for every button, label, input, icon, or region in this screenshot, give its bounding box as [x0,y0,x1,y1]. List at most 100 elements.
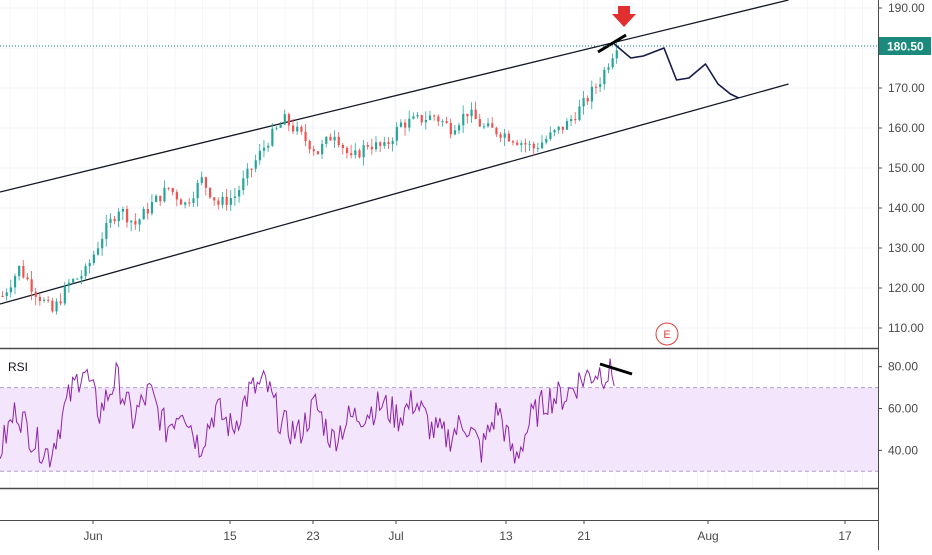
candle[interactable] [238,185,241,203]
candle[interactable] [96,241,100,256]
candle[interactable] [379,141,382,153]
candle[interactable] [370,138,374,155]
candle[interactable] [142,206,145,220]
candle[interactable] [449,118,452,139]
candle[interactable] [76,277,79,280]
candle[interactable] [175,189,178,207]
candle[interactable] [366,142,369,150]
candle[interactable] [204,176,208,196]
candle[interactable] [404,119,407,136]
candle[interactable] [109,213,112,228]
candle[interactable] [561,126,564,134]
candle[interactable] [495,126,498,138]
candle[interactable] [341,142,344,155]
candle[interactable] [499,132,502,143]
candle[interactable] [578,99,581,121]
candle[interactable] [362,139,365,166]
candle[interactable] [192,191,195,207]
candle[interactable] [51,297,54,313]
candle[interactable] [433,114,436,121]
candle[interactable] [213,197,216,206]
candle[interactable] [250,168,253,178]
candle[interactable] [271,122,274,148]
candle[interactable] [130,219,133,232]
candle[interactable] [511,139,515,146]
candle[interactable] [34,287,37,306]
candle[interactable] [59,293,62,306]
candle[interactable] [121,206,125,221]
candle[interactable] [603,66,606,90]
candle[interactable] [520,140,523,153]
candle[interactable] [375,136,378,152]
candle[interactable] [611,53,614,70]
candle[interactable] [399,119,403,128]
candle[interactable] [428,110,432,121]
candle[interactable] [462,105,465,133]
candle[interactable] [441,119,444,127]
candle[interactable] [321,139,324,160]
candle[interactable] [383,136,386,149]
candle[interactable] [557,126,560,134]
candle[interactable] [345,145,349,159]
candle[interactable] [84,263,87,280]
candle[interactable] [287,112,291,132]
candle[interactable] [38,293,42,306]
candle[interactable] [420,114,423,126]
candle[interactable] [574,112,577,124]
candle[interactable] [312,145,315,156]
candle[interactable] [565,118,569,131]
candle[interactable] [387,137,390,150]
candle[interactable] [200,171,203,186]
candle[interactable] [101,232,104,256]
candle[interactable] [333,130,336,149]
candlesticks[interactable] [1,41,618,315]
candle[interactable] [150,194,154,216]
candle[interactable] [88,259,91,274]
candle[interactable] [221,192,224,209]
candle[interactable] [541,134,544,150]
candle[interactable] [138,218,141,232]
candle[interactable] [507,130,510,142]
candle[interactable] [594,83,598,95]
candle[interactable] [524,138,527,153]
candle[interactable] [296,121,299,135]
candle[interactable] [209,187,212,199]
candle[interactable] [487,118,490,128]
candle[interactable] [395,122,398,146]
candle[interactable] [155,194,158,203]
candle[interactable] [445,116,448,124]
candle[interactable] [233,188,237,206]
candle[interactable] [163,180,166,203]
candle[interactable] [300,125,303,135]
candle[interactable] [470,102,473,123]
candle[interactable] [47,295,50,303]
candle[interactable] [532,141,535,156]
candle[interactable] [478,113,481,127]
rsi-series[interactable] [0,358,615,468]
candle[interactable] [9,279,12,298]
candle[interactable] [117,208,120,228]
candle[interactable] [217,197,220,210]
candle[interactable] [325,135,328,148]
down-arrow-icon[interactable] [612,6,636,27]
candle[interactable] [179,198,183,205]
earnings-marker[interactable] [655,322,679,346]
candle[interactable] [491,117,494,128]
candle[interactable] [279,121,282,128]
rsi-line[interactable] [0,358,615,468]
candle[interactable] [275,126,278,131]
candle[interactable] [453,124,457,136]
candle[interactable] [570,115,573,126]
candle[interactable] [18,265,21,281]
candle[interactable] [586,95,589,105]
candle[interactable] [528,140,531,152]
candle[interactable] [242,170,245,195]
candle[interactable] [55,298,58,315]
candle[interactable] [337,132,340,148]
candle[interactable] [424,111,427,130]
candle[interactable] [599,77,602,93]
candle[interactable] [63,281,66,306]
channel-lower-line[interactable] [0,83,789,305]
